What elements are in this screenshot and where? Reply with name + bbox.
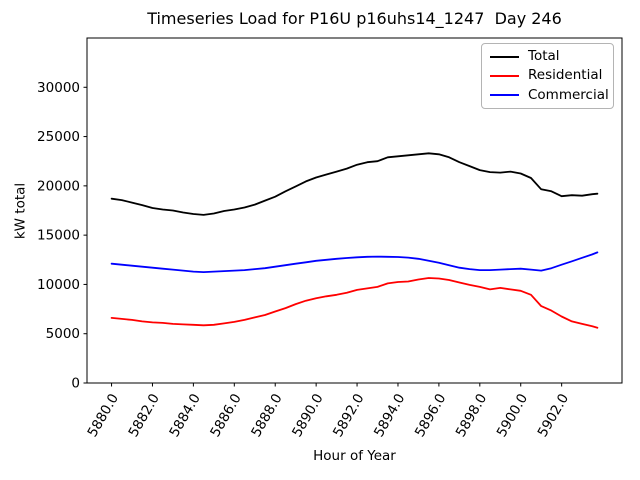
x-tick-label: 5900.0 [494, 391, 531, 440]
y-tick-label: 30000 [37, 80, 80, 96]
legend-label-total: Total [528, 47, 560, 64]
y-tick-label: 15000 [37, 228, 80, 244]
y-tick-label: 25000 [37, 129, 80, 145]
legend-label-residential: Residential [528, 67, 603, 84]
legend-line-total-icon [490, 55, 519, 58]
x-tick-label: 5902.0 [535, 391, 572, 440]
legend-label-commercial: Commercial [528, 86, 609, 103]
x-axis-label: Hour of Year [313, 448, 396, 464]
x-tick-label: 5880.0 [85, 391, 122, 440]
x-tick-label: 5890.0 [289, 391, 326, 440]
legend-item-total: Total [490, 47, 605, 66]
series-line-commercial [110, 251, 599, 274]
x-tick-label: 5886.0 [207, 391, 244, 440]
x-tick-label: 5898.0 [453, 391, 490, 440]
y-tick-label: 20000 [37, 178, 80, 194]
legend-item-residential: Residential [490, 66, 605, 85]
x-tick-label: 5892.0 [330, 391, 367, 440]
series-line-total [110, 152, 599, 216]
chart-title: Timeseries Load for P16U p16uhs14_1247 D… [147, 9, 562, 28]
x-tick-label: 5884.0 [166, 391, 203, 440]
legend: Total Residential Commercial [481, 43, 614, 109]
x-tick-label: 5882.0 [125, 391, 162, 440]
y-axis-label: kW total [12, 182, 29, 240]
legend-item-commercial: Commercial [490, 86, 609, 105]
y-tick-label: 0 [71, 376, 80, 392]
y-tick-label: 10000 [37, 277, 80, 293]
x-tick-label: 5896.0 [412, 391, 449, 440]
y-tick-label: 5000 [46, 326, 80, 342]
x-tick-label: 5894.0 [371, 391, 408, 440]
plot-border [86, 37, 623, 384]
legend-line-residential-icon [490, 74, 519, 77]
series-line-residential [110, 277, 599, 329]
legend-line-commercial-icon [490, 94, 519, 97]
x-tick-label: 5888.0 [248, 391, 285, 440]
